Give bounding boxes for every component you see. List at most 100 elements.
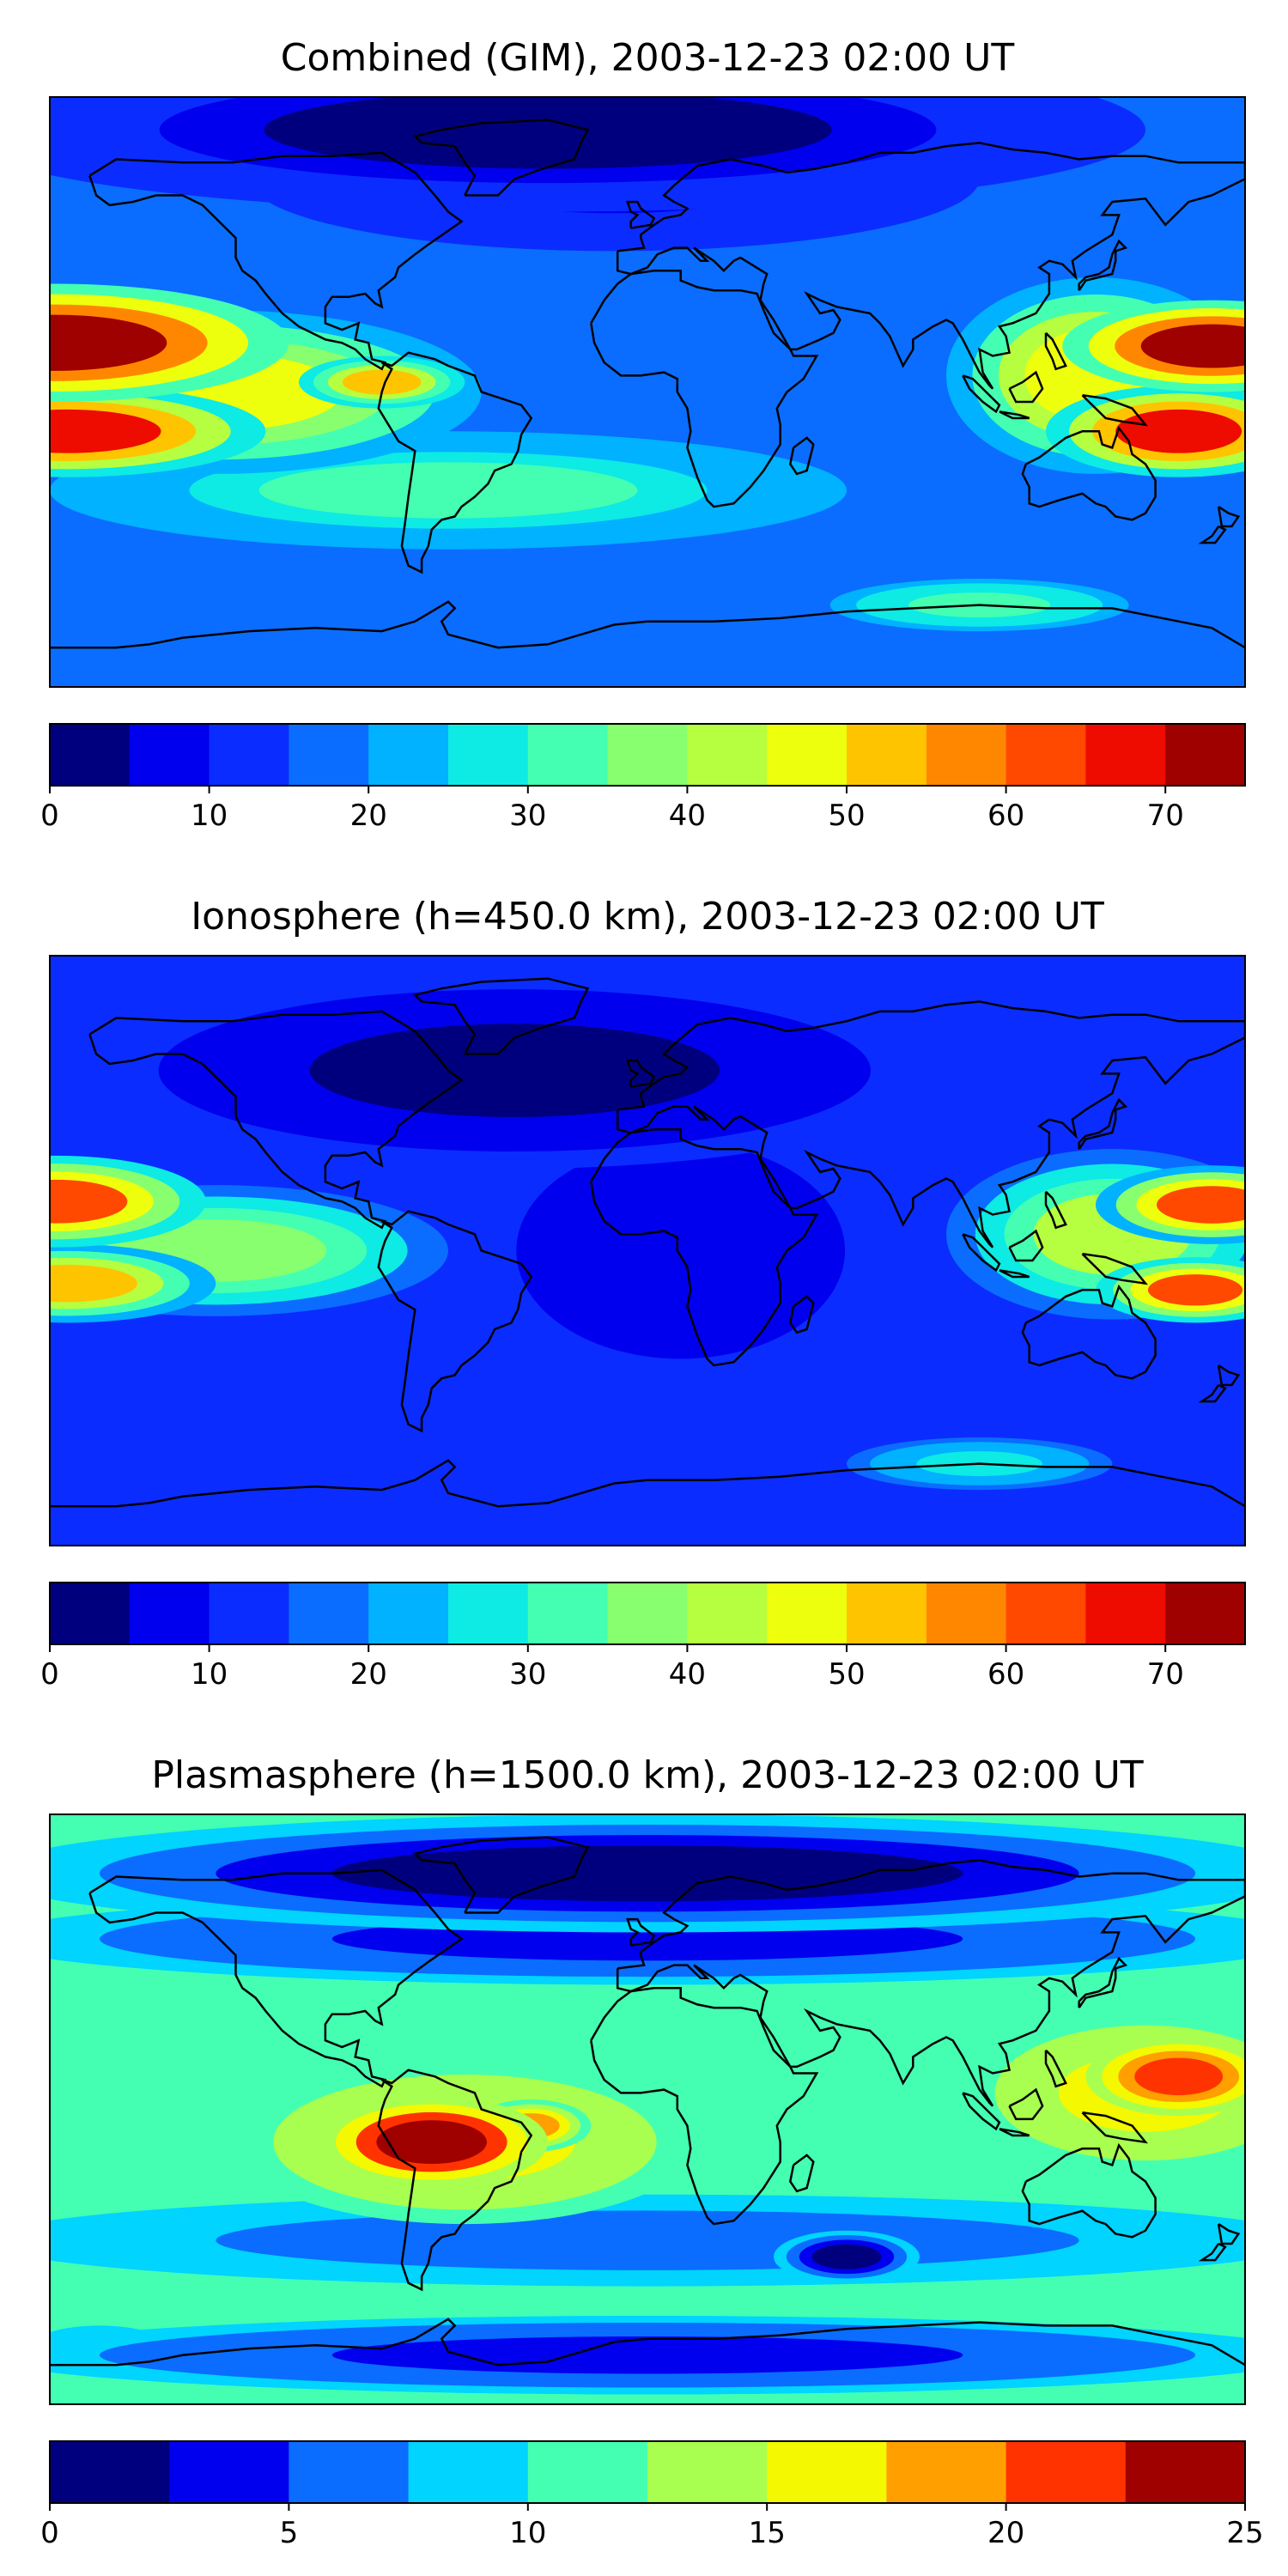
colorbar-tick-label: 5 <box>280 2516 299 2550</box>
colorbar-segment <box>607 1583 688 1644</box>
contour-pacific-crest-north <box>50 283 289 402</box>
coastline <box>1044 2049 1067 2088</box>
coastline <box>590 270 819 508</box>
colorbar-tick-label: 10 <box>191 1657 228 1692</box>
coastline <box>1078 1956 1128 2008</box>
colorbar-segment <box>527 2441 648 2503</box>
coastline <box>590 1128 819 1367</box>
colorbar: 0 10 20 30 40 50 60 70 <box>40 1582 1246 1692</box>
colorbar-frame <box>49 723 1246 787</box>
colorbar-segment <box>129 1583 210 1644</box>
colorbar-tick-label: 40 <box>669 1657 706 1692</box>
coastline <box>88 1868 464 2088</box>
coastline <box>412 977 590 1055</box>
colorbar-segment <box>886 2441 1007 2503</box>
coastline <box>377 351 533 574</box>
contour-northern-low <box>50 1814 1245 1933</box>
panel-title: Plasmasphere (h=1500.0 km), 2003-12-23 0… <box>151 1753 1143 1797</box>
coastline <box>626 1917 656 1947</box>
panel-title: Combined (GIM), 2003-12-23 02:00 UT <box>281 36 1015 80</box>
contour-indian-ocean-low <box>773 2230 920 2283</box>
coastline <box>1008 1229 1044 1262</box>
colorbar-segment <box>50 724 131 786</box>
coastline <box>788 1295 815 1334</box>
coastline <box>962 1233 1001 1273</box>
coastline <box>1044 1190 1067 1230</box>
contour-level <box>50 409 161 453</box>
colorbar-tick-label: 60 <box>987 1657 1024 1692</box>
colorbar-tick-label: 10 <box>191 799 228 833</box>
colorbar-segment <box>1165 1583 1246 1644</box>
map-area <box>50 956 1245 1546</box>
contour-africa-low <box>481 1119 880 1382</box>
coastline <box>1078 239 1128 291</box>
contour-level <box>1147 1274 1243 1306</box>
colorbar-segment <box>687 1583 768 1644</box>
coastline <box>616 1000 1245 1249</box>
coastline <box>377 1210 533 1433</box>
coastline <box>962 374 1001 414</box>
contour-pacific-crest-north <box>50 1155 206 1248</box>
colorbar-segment <box>1165 724 1246 786</box>
contour-pacific-crest-south <box>50 385 266 477</box>
coastline <box>616 1859 1245 2107</box>
tec-contours <box>50 97 1245 632</box>
colorbar-segment <box>767 724 848 786</box>
coastline <box>1217 2223 1241 2245</box>
coastline <box>626 200 656 229</box>
contour-level <box>342 369 422 395</box>
colorbar-segment <box>1005 724 1086 786</box>
coastline <box>1198 2242 1227 2262</box>
colorbar-segment <box>289 1583 369 1644</box>
colorbar-segment <box>209 724 289 786</box>
coastline <box>1021 425 1157 521</box>
coastline <box>1198 525 1227 544</box>
panel-combined: Combined (GIM), 2003-12-23 02:00 UT 0 10 2… <box>40 36 1246 833</box>
coastline <box>616 142 1245 390</box>
colorbar-segment <box>289 2441 410 2503</box>
map-frame <box>49 96 1246 688</box>
contour-west-pacific-crest <box>1096 1165 1245 1244</box>
colorbar-segment <box>129 724 210 786</box>
colorbar-segment <box>209 1583 289 1644</box>
colorbar-tick-label: 25 <box>1226 2516 1263 2550</box>
tec-contours <box>50 972 1245 1491</box>
contour-west-pacific-crest <box>1062 300 1245 392</box>
coastline <box>50 600 1245 649</box>
colorbar-segment <box>169 2441 289 2503</box>
coastline <box>1217 1364 1241 1387</box>
coastline <box>626 1059 656 1088</box>
colorbar: 0 10 20 30 40 50 60 70 <box>40 723 1246 833</box>
colorbar-segment <box>647 2441 768 2503</box>
colorbar-segment <box>448 1583 529 1644</box>
colorbar-tick-label: 30 <box>509 799 546 833</box>
colorbar-segment <box>1005 2441 1127 2503</box>
coastline <box>999 410 1030 420</box>
colorbar: 0 5 10 15 20 25 <box>40 2440 1264 2550</box>
coastline <box>788 2154 815 2193</box>
colorbar-tick-label: 0 <box>40 799 59 833</box>
contour-level <box>309 1024 720 1117</box>
coastline <box>1021 1284 1157 1380</box>
map-area <box>50 1814 1245 2404</box>
colorbar-tick-label: 20 <box>987 2516 1024 2550</box>
coastline <box>999 2128 1030 2137</box>
contour-level <box>586 1188 775 1314</box>
contour-level <box>331 2336 963 2374</box>
coastline <box>377 2069 533 2292</box>
colorbar-segment <box>527 1583 609 1644</box>
colorbar-segment <box>1125 2441 1246 2503</box>
colorbar-tick-label: 70 <box>1147 1657 1184 1692</box>
colorbar-tick-label: 10 <box>509 2516 546 2550</box>
contour-pacific-peak <box>1085 2037 1245 2117</box>
colorbar-segment <box>1085 724 1166 786</box>
colorbar-tick-label: 60 <box>987 799 1024 833</box>
coastlines <box>50 977 1245 1508</box>
coastline <box>1044 331 1067 371</box>
colorbar-segment <box>448 724 529 786</box>
colorbar-segment <box>368 724 449 786</box>
colorbar-tick-label: 15 <box>749 2516 786 2550</box>
contour-australia-crest <box>1096 1257 1245 1323</box>
contour-south-america-peak <box>315 2096 548 2189</box>
